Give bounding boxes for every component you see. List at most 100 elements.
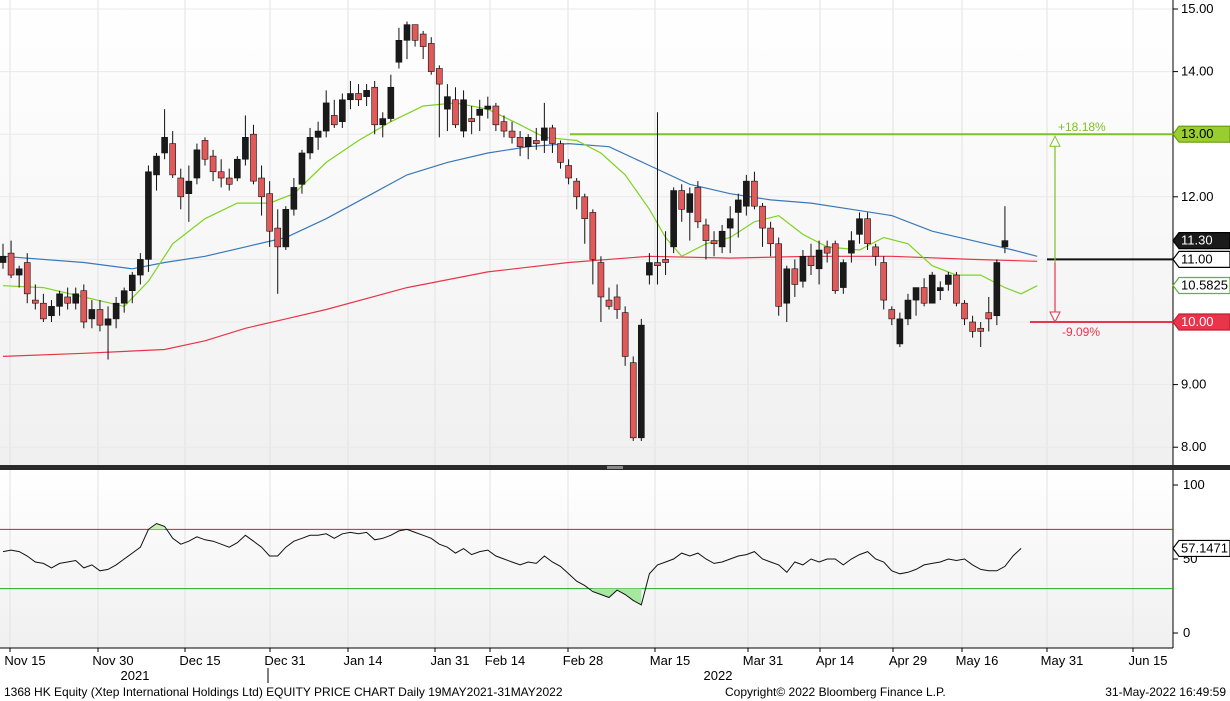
ma-mid-line [2,142,1038,270]
candle [371,80,378,135]
candle-body [104,318,112,326]
candle [743,174,750,216]
footer: 1368 HK Equity (Xtep International Holdi… [0,683,1230,701]
candle-body [177,177,185,198]
candle-body [153,155,160,176]
candle-body [32,299,39,304]
tag-11-30-box [1172,232,1230,250]
candle-body [314,130,322,138]
candle [40,293,47,322]
candle [339,93,346,128]
candle [120,287,128,313]
candle [646,253,653,285]
x-axis: Nov 15 Nov 30 Dec 15 Dec 31 Jan 14 Jan 31 Feb … [0,647,1173,683]
candle-body [88,309,96,320]
tag-11-text: 11.00 [1181,251,1213,266]
x-tick-label: Jan 14 [343,653,382,668]
candle-body [912,287,920,301]
candle-body [201,140,209,160]
x-tick-label: Apr 14 [816,653,854,668]
candle [314,121,322,150]
year-label: 2021 [121,668,150,683]
candle-body [234,158,241,179]
price-panel-background [0,0,1173,465]
candle [985,296,993,332]
tag-10: 10.00 [1172,313,1230,331]
candle [225,168,233,191]
candle-body [638,324,645,439]
x-tick-label: Feb 28 [563,653,603,668]
candle [234,156,241,182]
candle [694,181,702,229]
candle-body [72,293,80,304]
candle [734,193,742,238]
candle [880,256,888,310]
vertical-grid [9,0,1134,648]
candle [460,90,467,138]
candle-body [379,118,387,126]
candle [815,240,823,285]
candle-body [565,165,572,179]
candle-body [597,262,605,298]
candle [662,231,669,276]
candles [0,21,1009,441]
candle-body [581,196,589,220]
candle [266,181,273,247]
candle-body [589,212,597,260]
x-tick-label: Mar 15 [650,653,690,668]
candle-body [621,312,629,357]
candle [23,253,31,304]
candle [468,106,475,135]
candle [524,134,532,160]
candle-body [484,105,492,110]
candle [347,80,354,110]
candle-body [96,309,104,326]
candle [678,184,686,222]
candle [759,203,766,247]
candle-body [864,218,871,245]
candle-body [120,290,128,304]
candle [282,206,290,251]
candle [993,259,1001,326]
candle [492,102,500,132]
candle-body [468,118,475,122]
candle [654,112,661,285]
candle [775,237,782,316]
candle [549,124,556,153]
candle-body [646,262,653,276]
candle-body [670,190,677,248]
candle [427,37,435,75]
candle-body [743,180,750,207]
candle-body [573,180,580,198]
tag-rsi-box [1172,539,1230,558]
candle-body [993,262,1001,317]
candle [379,112,387,138]
candle-body [856,218,863,235]
rsi-tick-label: 0 [1183,625,1190,640]
candle [961,300,968,326]
tag-10-58-box [1172,276,1230,295]
candle [686,187,694,241]
candle [209,149,217,182]
candle [161,109,168,160]
candle [767,221,774,257]
candle-body [1001,240,1009,248]
candle-body [710,240,718,245]
candle-body [258,177,265,198]
candle [613,284,621,319]
candle [128,271,136,304]
candle-body [492,105,500,126]
candle-body [807,255,815,266]
tag-13-box [1172,125,1230,143]
rsi-panel-background [0,470,1173,648]
rsi-line [2,522,1022,606]
candle [872,243,879,266]
candle [807,243,815,276]
candle-body [613,296,621,310]
candle [48,300,55,322]
candle-body [298,152,306,185]
price-tick-label: 8.00 [1181,439,1206,454]
candle-body [355,93,362,101]
candle-body [0,255,7,263]
candle-body [880,262,888,301]
